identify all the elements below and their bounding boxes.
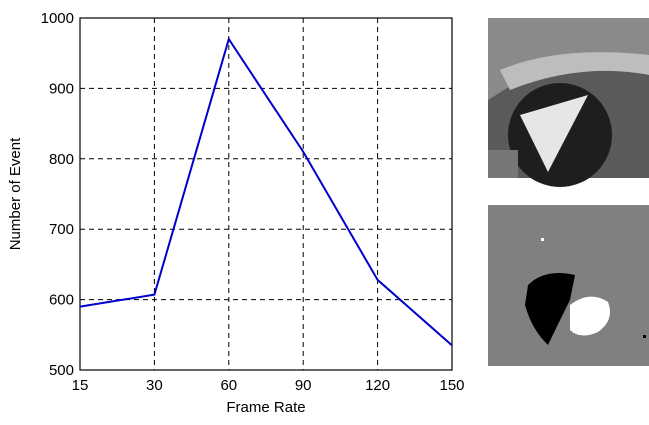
x-tick-label: 120 — [365, 377, 390, 394]
y-tick-label: 800 — [49, 151, 74, 168]
y-tick-label: 700 — [49, 221, 74, 238]
y-tick-label: 500 — [49, 362, 74, 379]
events-bottom — [488, 205, 649, 366]
x-axis-label: Frame Rate — [226, 399, 305, 416]
y-tick-label: 600 — [49, 292, 74, 309]
y-tick-label: 900 — [49, 80, 74, 97]
x-tick-label: 150 — [439, 377, 464, 394]
x-tick-label: 60 — [220, 377, 237, 394]
y-tick-label: 1000 — [41, 10, 74, 27]
data-line — [79, 36, 453, 347]
x-tick-label: 30 — [146, 377, 163, 394]
plot-frame — [79, 17, 453, 371]
x-tick-label: 15 — [72, 377, 89, 394]
y-axis-label: Number of Event — [7, 137, 24, 250]
x-tick-label: 90 — [295, 377, 312, 394]
photo-top — [488, 18, 649, 187]
